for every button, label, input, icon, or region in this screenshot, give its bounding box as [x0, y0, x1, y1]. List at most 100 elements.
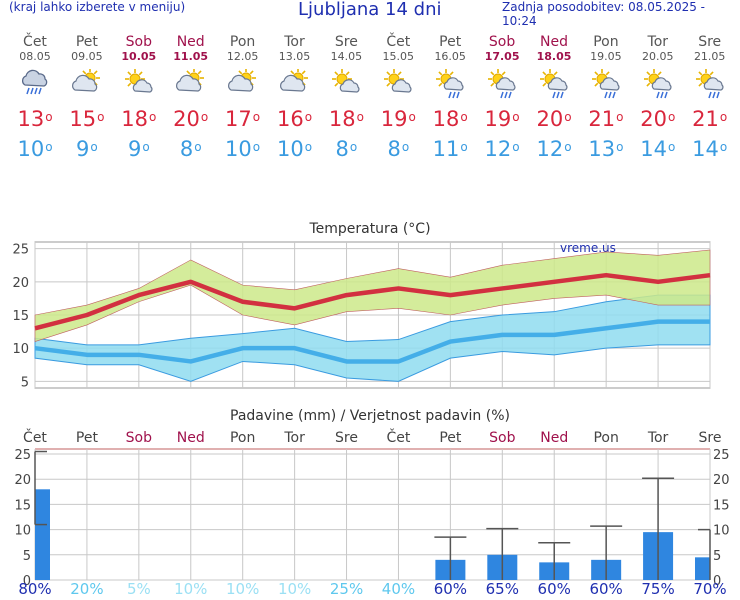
temp-min: 8o	[373, 137, 423, 161]
temp-min: 9o	[62, 137, 112, 161]
day-name: Tor	[284, 34, 305, 50]
degree-symbol: o	[356, 110, 364, 124]
chart-title: Temperatura (°C)	[308, 221, 430, 237]
x-tick-label: Sob	[126, 430, 152, 446]
temp-min-value: 9	[127, 137, 142, 161]
day-column[interactable]: Pon 19.05 21o 13o	[581, 34, 631, 161]
degree-symbol: o	[564, 140, 572, 154]
y-tick-label: 10	[12, 342, 29, 357]
degree-symbol: o	[90, 140, 98, 154]
temp-max: 20o	[529, 107, 579, 131]
day-column[interactable]: Sre 21.05 21o 14o	[685, 34, 735, 161]
day-column[interactable]: Pet 16.05 18o 11o	[425, 34, 475, 161]
precip-probability: 60%	[537, 580, 571, 598]
x-tick-label: Sob	[489, 430, 515, 446]
precip-probability: 25%	[329, 580, 364, 598]
precip-probability: 10%	[226, 580, 260, 598]
precip-probability: 70%	[693, 580, 727, 598]
day-column[interactable]: Sob 10.05 18o 9o	[114, 34, 164, 161]
temp-min-value: 13	[588, 137, 616, 161]
degree-symbol: o	[45, 140, 53, 154]
sun-cloud-icon	[384, 69, 412, 93]
day-name: Sre	[698, 34, 722, 50]
day-date: 16.05	[434, 50, 466, 63]
y-tick-label-left: 15	[14, 498, 31, 513]
day-date: 19.05	[590, 50, 622, 63]
degree-symbol: o	[401, 140, 410, 154]
day-column[interactable]: Ned 11.05 20o 8o	[166, 34, 216, 161]
partly-cloudy-icon	[279, 69, 308, 92]
day-name: Pet	[75, 34, 98, 50]
degree-symbol: o	[252, 110, 261, 124]
temp-min-value: 8	[387, 137, 401, 161]
day-name: Čet	[386, 34, 411, 50]
y-tick-label-right: 15	[713, 498, 730, 513]
temp-max-value: 18	[121, 107, 148, 131]
temp-min-value: 14	[640, 137, 667, 161]
x-tick-label: Čet	[23, 428, 47, 446]
temp-max: 18o	[114, 107, 164, 131]
day-column[interactable]: Ned 18.05 20o 12o	[529, 34, 579, 161]
day-column[interactable]: Tor 20.05 20o 14o	[633, 34, 683, 161]
temp-max: 20o	[166, 107, 216, 131]
degree-symbol: o	[564, 110, 572, 124]
precip-probability: 10%	[277, 580, 312, 598]
temp-max-value: 13	[17, 107, 45, 131]
degree-symbol: o	[460, 110, 468, 124]
precip-probability: 60%	[589, 580, 623, 598]
precip-probability: 10%	[174, 580, 208, 598]
page-title: Ljubljana 14 dni	[298, 0, 442, 20]
degree-symbol: o	[512, 140, 520, 154]
degree-symbol: o	[719, 110, 728, 124]
temp-max: 19o	[373, 107, 423, 131]
degree-symbol: o	[194, 140, 202, 154]
day-name: Tor	[647, 34, 669, 50]
precip-probability: 20%	[70, 580, 104, 598]
watermark: vreme.us	[560, 241, 616, 255]
sun-rain-icon	[540, 69, 568, 99]
x-tick-label: Sre	[699, 430, 722, 446]
degree-symbol: o	[349, 140, 358, 154]
y-tick-label-right: 0	[713, 574, 721, 589]
day-date: 13.05	[278, 50, 311, 63]
x-tick-label: Pon	[593, 430, 618, 446]
y-tick-label-right: 10	[713, 524, 730, 539]
temp-min: 14o	[633, 137, 683, 161]
day-column[interactable]: Tor 13.05 16o 10o	[270, 34, 320, 161]
day-name: Sob	[125, 34, 152, 50]
day-column[interactable]: Pet 09.05 15o 9o	[62, 34, 112, 161]
min-temp-line	[34, 319, 710, 364]
temp-min: 11o	[425, 137, 475, 161]
day-name: Sob	[488, 34, 516, 50]
y-tick-label-left: 25	[14, 448, 31, 463]
day-date: 11.05	[173, 50, 209, 63]
temp-min: 10o	[10, 137, 60, 161]
day-column[interactable]: Čet 08.05 13o 10o	[10, 34, 60, 161]
y-tick-label-left: 20	[14, 473, 31, 488]
temp-min: 10o	[270, 137, 320, 161]
degree-symbol: o	[45, 110, 53, 124]
temp-min: 8o	[166, 137, 216, 161]
day-column[interactable]: Pon 12.05 17o 10o	[218, 34, 268, 161]
day-column[interactable]: Sre 14.05 18o 8o	[321, 34, 371, 161]
day-column[interactable]: Čet 15.05 19o 8o	[373, 34, 423, 161]
x-tick-label: Pet	[439, 430, 462, 446]
degree-symbol: o	[460, 140, 468, 154]
temp-min: 10o	[218, 137, 268, 161]
temp-min-value: 12	[484, 137, 512, 161]
temp-min-value: 11	[432, 137, 460, 161]
sun-rain-icon	[436, 69, 464, 99]
day-column[interactable]: Sob 17.05 19o 12o	[477, 34, 527, 161]
partly-cloudy-icon	[71, 69, 100, 92]
day-name: Pon	[593, 34, 619, 50]
region-menu-hint[interactable]: (kraj lahko izberete v meniju)	[9, 0, 186, 14]
sun-rain-icon	[695, 69, 724, 99]
x-tick-label: Pet	[76, 430, 99, 446]
degree-symbol: o	[97, 110, 105, 124]
temperature-chart: Temperatura (°C) 5 10 15 20 25 vreme.us	[12, 221, 711, 390]
day-name: Ned	[176, 34, 205, 50]
day-name: Pon	[229, 34, 256, 50]
precip-probability: 80%	[18, 580, 52, 598]
y-tick-label: 25	[12, 243, 29, 258]
temp-max-value: 18	[328, 107, 356, 131]
